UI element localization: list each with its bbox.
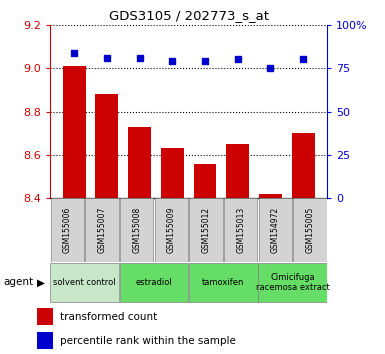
Bar bbox=[292, 133, 315, 198]
Bar bbox=[226, 144, 249, 198]
Bar bbox=[63, 66, 85, 198]
Bar bbox=[259, 198, 292, 262]
Bar bbox=[120, 198, 153, 262]
Text: GSM155009: GSM155009 bbox=[167, 207, 176, 253]
Text: percentile rank within the sample: percentile rank within the sample bbox=[60, 336, 236, 346]
Text: ▶: ▶ bbox=[37, 277, 45, 287]
Text: estradiol: estradiol bbox=[136, 278, 172, 287]
Bar bbox=[51, 198, 84, 262]
Bar bbox=[258, 263, 327, 302]
Bar bbox=[224, 198, 257, 262]
Bar bbox=[50, 263, 119, 302]
Text: GSM155006: GSM155006 bbox=[63, 207, 72, 253]
Bar bbox=[37, 308, 53, 325]
Title: GDS3105 / 202773_s_at: GDS3105 / 202773_s_at bbox=[109, 9, 269, 22]
Bar bbox=[95, 94, 118, 198]
Text: agent: agent bbox=[4, 277, 34, 287]
Text: tamoxifen: tamoxifen bbox=[202, 278, 244, 287]
Text: GSM155013: GSM155013 bbox=[236, 207, 245, 253]
Text: GSM154972: GSM154972 bbox=[271, 207, 280, 253]
Bar bbox=[259, 194, 282, 198]
Bar bbox=[189, 198, 223, 262]
Bar bbox=[161, 148, 184, 198]
Bar bbox=[85, 198, 119, 262]
Bar bbox=[194, 164, 216, 198]
Text: GSM155007: GSM155007 bbox=[97, 207, 107, 253]
Text: GSM155012: GSM155012 bbox=[201, 207, 211, 253]
Text: GSM155008: GSM155008 bbox=[132, 207, 141, 253]
Bar bbox=[155, 198, 188, 262]
Text: solvent control: solvent control bbox=[54, 278, 116, 287]
Text: Cimicifuga
racemosa extract: Cimicifuga racemosa extract bbox=[256, 273, 330, 292]
Text: transformed count: transformed count bbox=[60, 312, 158, 321]
Bar bbox=[128, 127, 151, 198]
Bar bbox=[293, 198, 326, 262]
Text: GSM155005: GSM155005 bbox=[305, 207, 315, 253]
Bar bbox=[120, 263, 188, 302]
Bar bbox=[189, 263, 258, 302]
Bar bbox=[37, 332, 53, 349]
